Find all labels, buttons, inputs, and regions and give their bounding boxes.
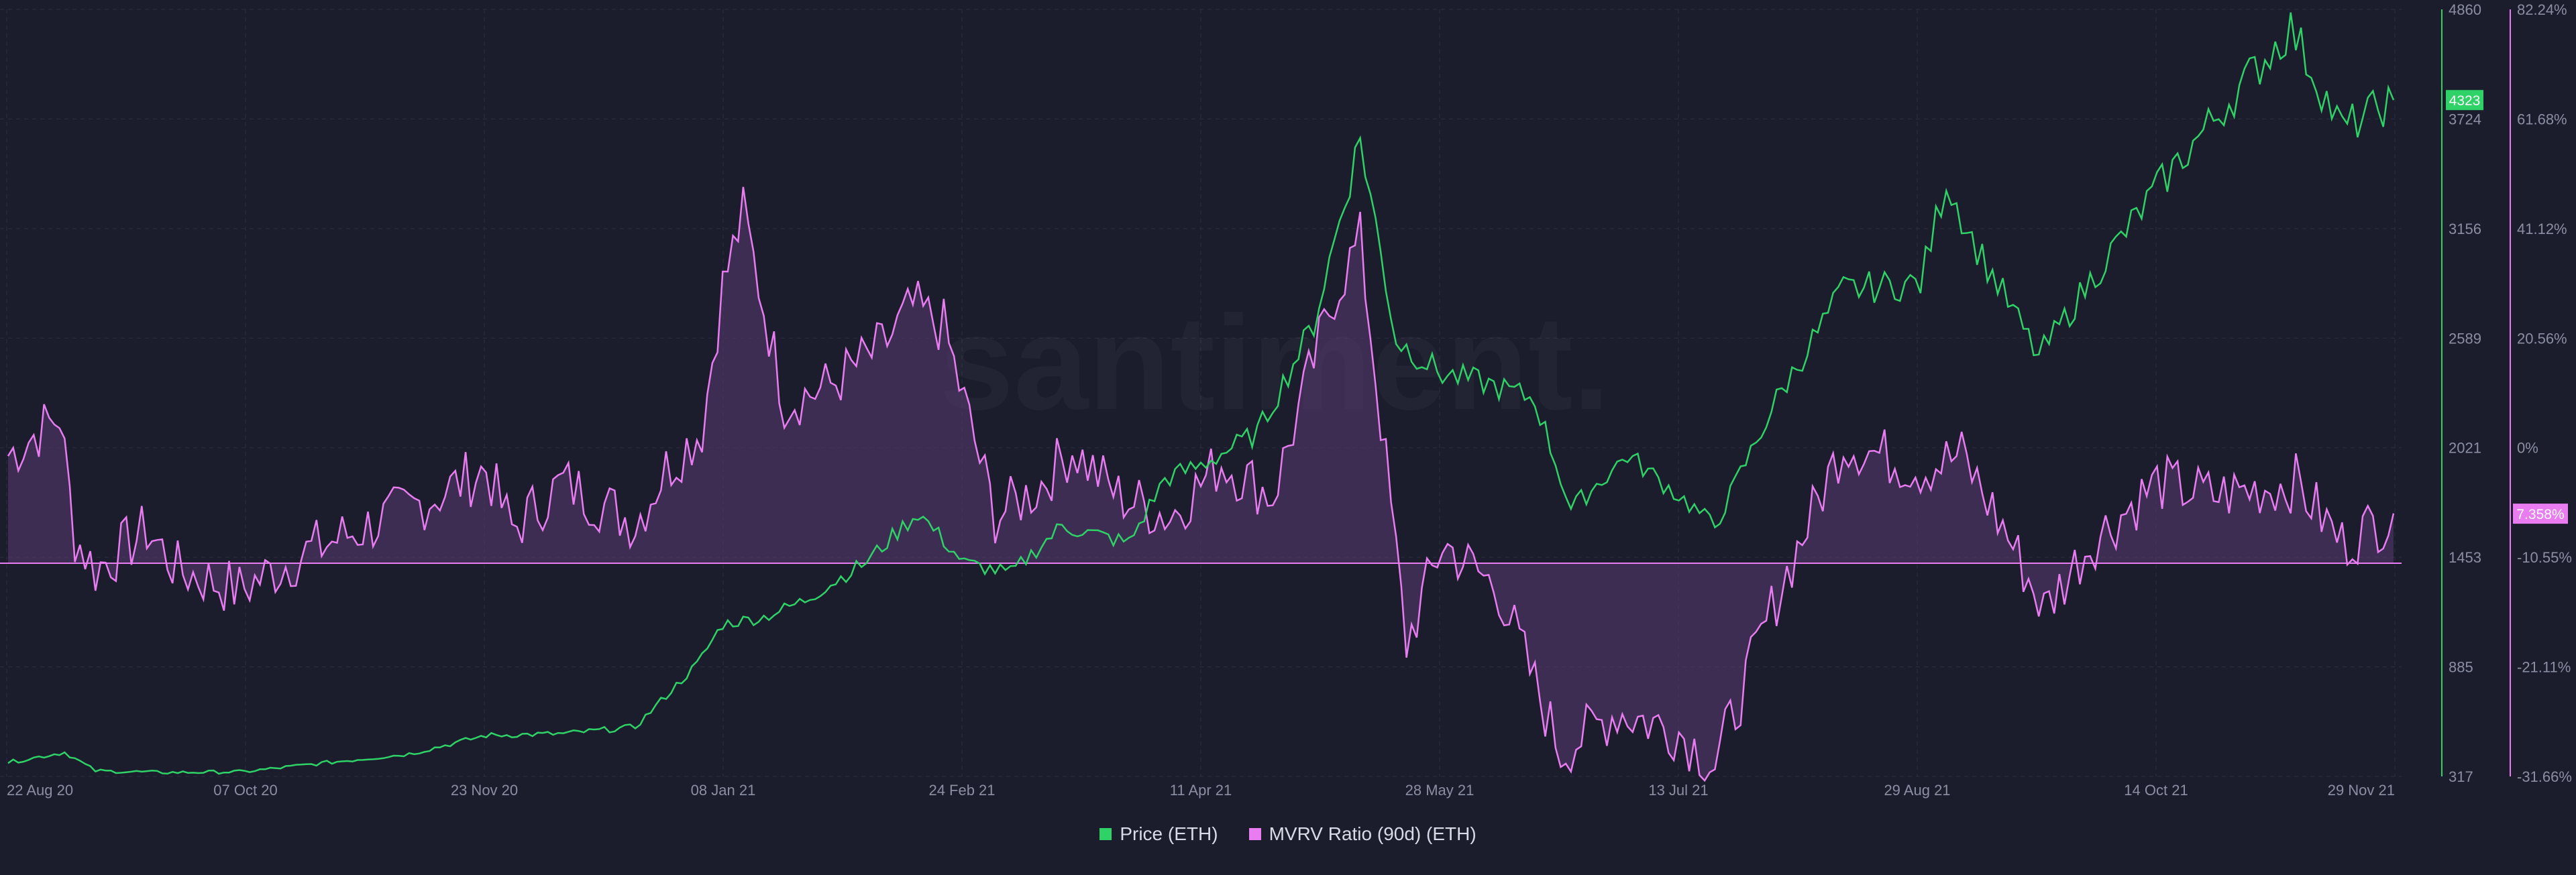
x-tick-label: 11 Apr 21: [1170, 782, 1232, 799]
price-current-value: 4323: [2449, 93, 2481, 109]
mvrv-tick-label: 41.12%: [2517, 221, 2567, 237]
price-tick-label: 1453: [2449, 549, 2481, 566]
mvrv-tick-label: -10.55%: [2517, 549, 2572, 566]
legend: Price (ETH) MVRV Ratio (90d) (ETH): [0, 823, 2576, 845]
mvrv-area: [8, 186, 2394, 781]
price-tick-label: 2589: [2449, 330, 2481, 347]
mvrv-current-badge: [2513, 504, 2568, 524]
price-tick-label: 2021: [2449, 440, 2481, 457]
mvrv-tick-label: 20.56%: [2517, 330, 2567, 347]
x-tick-label: 07 Oct 20: [213, 782, 277, 799]
x-tick-label: 13 Jul 21: [1648, 782, 1708, 799]
x-tick-label: 29 Nov 21: [2328, 782, 2395, 799]
mvrv-tick-label: 61.68%: [2517, 111, 2567, 127]
x-tick-label: 24 Feb 21: [928, 782, 995, 799]
x-tick-label: 22 Aug 20: [7, 782, 73, 799]
mvrv-tick-label: 82.24%: [2517, 1, 2567, 18]
price-line: [7, 12, 2395, 775]
mvrv-line: [7, 186, 2395, 782]
x-tick-label: 28 May 21: [1405, 782, 1474, 799]
x-tick-label: 14 Oct 21: [2124, 782, 2188, 799]
price-tick-label: 885: [2449, 659, 2473, 676]
legend-swatch-price: [1099, 828, 1112, 840]
legend-label-mvrv: MVRV Ratio (90d) (ETH): [1269, 823, 1477, 844]
x-tick-label: 08 Jan 21: [691, 782, 756, 799]
x-tick-label: 29 Aug 21: [1884, 782, 1950, 799]
x-tick-label: 23 Nov 20: [451, 782, 518, 799]
legend-swatch-mvrv: [1248, 828, 1261, 840]
price-tick-label: 4860: [2449, 1, 2481, 18]
mvrv-tick-label: -31.66%: [2517, 768, 2572, 785]
legend-item-mvrv[interactable]: MVRV Ratio (90d) (ETH): [1248, 823, 1477, 845]
price-tick-label: 317: [2449, 768, 2473, 785]
legend-item-price[interactable]: Price (ETH): [1099, 823, 1218, 845]
mvrv-tick-label: 0%: [2517, 440, 2538, 457]
legend-label-price: Price (ETH): [1120, 823, 1218, 844]
price-current-badge: [2446, 90, 2483, 111]
price-tick-label: 3156: [2449, 221, 2481, 237]
mvrv-current-value: 7.358%: [2516, 507, 2564, 522]
price-tick-label: 3724: [2449, 111, 2481, 127]
mvrv-tick-label: -21.11%: [2517, 659, 2571, 676]
watermark: santiment.: [939, 288, 1610, 438]
